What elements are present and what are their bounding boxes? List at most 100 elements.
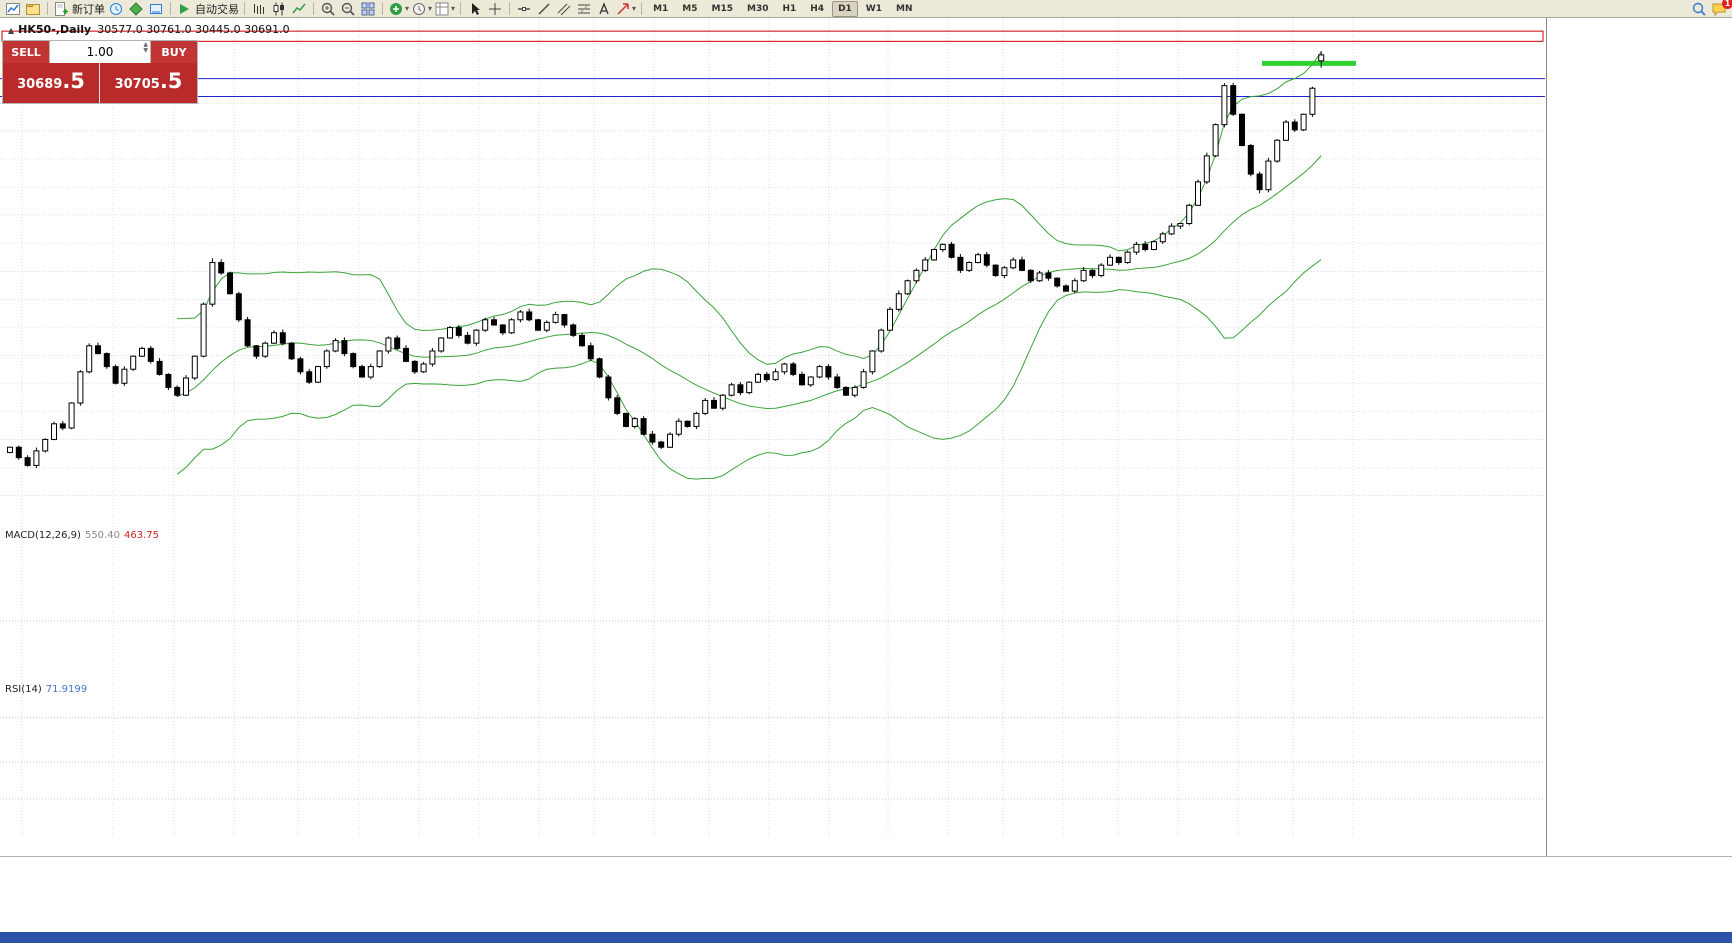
text-tool-button[interactable] [595, 1, 613, 17]
indicators-button[interactable]: ▾ [388, 1, 409, 17]
volume-input[interactable]: 1.00 ▲ ▼ [49, 41, 151, 63]
crosshair-icon [489, 2, 502, 15]
fibonacci-tool-button[interactable] [575, 1, 593, 17]
candlestick-icon [273, 2, 284, 15]
autotrading-play-icon [180, 3, 189, 14]
candlestick-chart-button[interactable] [270, 1, 288, 17]
volume-spinner[interactable]: ▲ ▼ [143, 42, 148, 54]
chart-title: ▲ HK50-,Daily 30577.0 30761.0 30445.0 3069… [8, 23, 290, 36]
timeframe-mn-button[interactable]: MN [896, 3, 913, 14]
macd-label: MACD(12,26,9) 550.40 463.75 [5, 530, 159, 541]
collapse-arrow-icon[interactable]: ▲ [8, 26, 15, 35]
search-button[interactable] [1690, 1, 1708, 17]
window-bottom-border [0, 856, 1732, 857]
horizontal-line-tool-button[interactable] [515, 1, 533, 17]
zoom-out-button[interactable] [339, 1, 357, 17]
profiles-button[interactable] [24, 1, 42, 17]
arrow-tool-icon [617, 2, 629, 15]
trendline-icon [538, 3, 550, 14]
navigator-icon [129, 1, 143, 16]
arrows-tool-button[interactable]: ▾ [615, 1, 636, 17]
buy-button[interactable]: BUY [151, 41, 197, 63]
autotrading-label: 自动交易 [195, 2, 239, 16]
tile-windows-button[interactable] [359, 1, 377, 17]
zoom-in-icon [321, 2, 335, 16]
market-watch-icon [110, 2, 122, 15]
templates-icon [435, 2, 449, 15]
sell-price[interactable]: 30689.5 [3, 63, 100, 103]
crosshair-button[interactable] [486, 1, 504, 17]
timeframe-m30-button[interactable]: M30 [746, 3, 769, 14]
add-indicator-icon [390, 2, 402, 15]
templates-button[interactable]: ▾ [434, 1, 455, 17]
chat-button[interactable]: 1 [1710, 0, 1732, 17]
sell-price-main: 30689 [17, 77, 63, 92]
toolbar-separator [313, 2, 314, 15]
price-scale[interactable] [1546, 18, 1732, 856]
market-watch-button[interactable] [107, 1, 125, 17]
tile-windows-icon [361, 2, 375, 15]
ohlc-values: 30577.0 30761.0 30445.0 30691.0 [97, 23, 290, 36]
macd-value-1: 550.40 [84, 530, 120, 541]
rsi-label: RSI(14) 71.9199 [5, 684, 87, 695]
chevron-down-icon: ▾ [451, 4, 456, 13]
toolbar-separator [47, 2, 48, 15]
timeframe-d1-button[interactable]: D1 [832, 0, 858, 17]
channel-tool-button[interactable] [555, 1, 573, 17]
timeframe-w1-button[interactable]: W1 [865, 3, 882, 14]
autotrading-button[interactable]: 自动交易 [176, 1, 239, 17]
taskbar-strip [0, 932, 1732, 943]
bollinger-bands [176, 51, 1322, 480]
chevron-down-icon: ▾ [405, 4, 410, 13]
channel-icon [557, 3, 571, 15]
toolbar-separator [460, 2, 462, 15]
toolbar-separator [244, 2, 245, 15]
periods-clock-icon [413, 2, 426, 15]
timeframe-h4-button[interactable]: H4 [810, 3, 825, 14]
cursor-button[interactable] [466, 1, 484, 17]
buy-price-frac: .5 [159, 69, 183, 93]
timeframe-m1-button[interactable]: M1 [653, 3, 669, 14]
main-toolbar: 新订单 自动交易 ▾ ▾ ▾ [0, 0, 1732, 18]
line-chart-button[interactable] [290, 1, 308, 17]
navigator-button[interactable] [127, 1, 145, 17]
notification-badge[interactable]: 1 [1722, 0, 1732, 9]
line-chart-icon [292, 3, 306, 13]
text-tool-icon [599, 1, 609, 14]
profile-folder-icon [26, 3, 40, 15]
timeframe-m15-button[interactable]: M15 [711, 3, 733, 14]
buy-price-main: 30705 [114, 77, 160, 92]
toolbar-separator [170, 2, 171, 15]
zoom-in-button[interactable] [319, 1, 337, 17]
fibonacci-icon [578, 3, 591, 14]
periods-button[interactable]: ▾ [411, 1, 432, 17]
hline-objects[interactable] [0, 30, 1545, 97]
one-click-trading-panel: SELL 1.00 ▲ ▼ BUY 30689.5 30705.5 [2, 40, 198, 104]
buy-price[interactable]: 30705.5 [100, 63, 197, 103]
chevron-down-icon: ▾ [428, 4, 433, 13]
candles-layer [7, 51, 1325, 469]
zoom-out-icon [341, 2, 355, 16]
spin-up-icon[interactable]: ▲ [143, 41, 148, 48]
trendline-tool-button[interactable] [535, 1, 553, 17]
new-chart-button[interactable] [4, 1, 22, 17]
toolbar-separator [509, 2, 511, 15]
rsi-name: RSI(14) [5, 684, 42, 695]
spin-down-icon[interactable]: ▼ [143, 47, 148, 54]
new-order-button[interactable]: 新订单 [53, 1, 105, 17]
chart-window-icon [6, 2, 20, 15]
grid-layer [0, 19, 1545, 837]
timeframe-h1-button[interactable]: H1 [782, 3, 797, 14]
chart-canvas[interactable] [0, 0, 1545, 932]
bar-chart-button[interactable] [250, 1, 268, 17]
bar-chart-icon [254, 3, 264, 14]
new-order-icon [55, 1, 68, 16]
new-order-label: 新订单 [72, 2, 105, 16]
terminal-button[interactable] [147, 1, 165, 17]
horizontal-line-icon [518, 6, 531, 11]
cursor-arrow-icon [472, 2, 481, 15]
sell-button[interactable]: SELL [3, 41, 49, 63]
timeframe-m5-button[interactable]: M5 [682, 3, 698, 14]
macd-value-2: 463.75 [123, 530, 159, 541]
symbol-period-label: HK50-,Daily [18, 23, 92, 36]
